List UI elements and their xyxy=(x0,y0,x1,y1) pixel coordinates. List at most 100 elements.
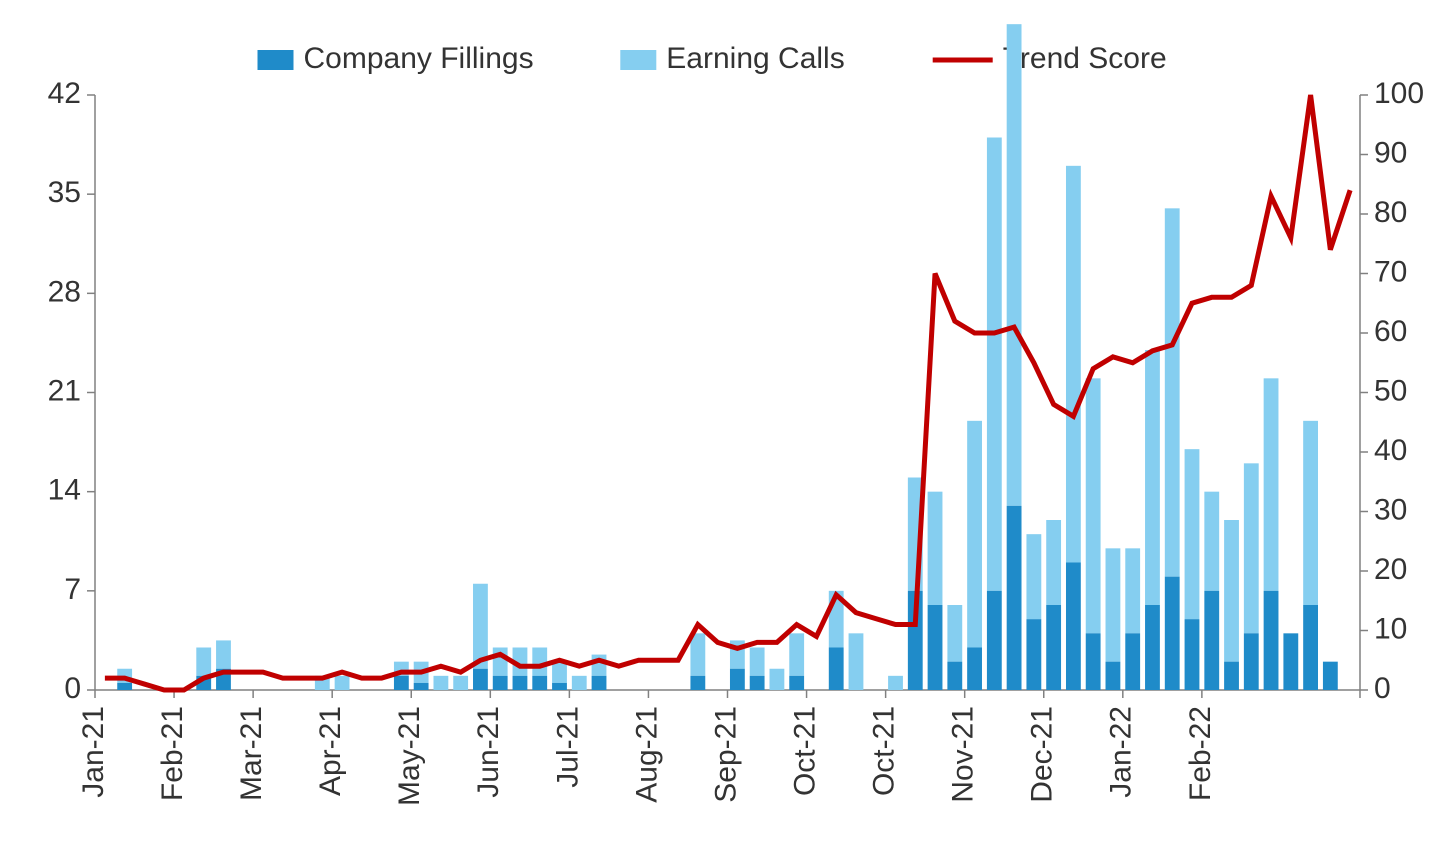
bar-earning-calls xyxy=(1224,520,1239,662)
bar-earning-calls xyxy=(1066,166,1081,563)
bar-earning-calls xyxy=(888,676,903,690)
bar-company-fillings xyxy=(947,662,962,690)
bar-earning-calls xyxy=(453,676,468,690)
bar-company-fillings xyxy=(1224,662,1239,690)
bar-company-fillings xyxy=(1046,605,1061,690)
bar-company-fillings xyxy=(1204,591,1219,690)
x-label: Mar-21 xyxy=(235,706,268,801)
bar-earning-calls xyxy=(433,676,448,690)
bar-company-fillings xyxy=(394,676,409,690)
trend-line xyxy=(105,95,1350,690)
y-right-label: 30 xyxy=(1374,493,1407,526)
bar-company-fillings xyxy=(552,683,567,690)
x-label: Apr-21 xyxy=(314,706,347,796)
bar-earning-calls xyxy=(770,669,785,690)
bar-company-fillings xyxy=(1125,633,1140,690)
y-right-label: 60 xyxy=(1374,315,1407,348)
bar-company-fillings xyxy=(829,648,844,691)
bar-earning-calls xyxy=(196,648,211,676)
y-right-label: 40 xyxy=(1374,434,1407,467)
bar-company-fillings xyxy=(1185,619,1200,690)
y-right-label: 80 xyxy=(1374,196,1407,229)
y-left-label: 14 xyxy=(48,474,81,507)
bar-earning-calls xyxy=(1086,378,1101,633)
bar-earning-calls xyxy=(335,676,350,690)
chart-svg: Company Fillings Earning Calls Trend Score… xyxy=(0,0,1445,846)
y-left-label: 42 xyxy=(48,77,81,110)
x-label: Sep-21 xyxy=(709,706,742,803)
x-label: Jan-22 xyxy=(1105,706,1138,798)
y-right-label: 10 xyxy=(1374,612,1407,645)
bar-earning-calls xyxy=(1303,421,1318,605)
bar-earning-calls xyxy=(789,633,804,676)
x-label: Nov-21 xyxy=(947,706,980,803)
bar-company-fillings xyxy=(730,669,745,690)
bar-earning-calls xyxy=(1204,492,1219,591)
y-left-label: 0 xyxy=(64,672,81,705)
y-right-label: 90 xyxy=(1374,136,1407,169)
legend-label-earning_calls: Earning Calls xyxy=(666,42,844,75)
y-right-label: 0 xyxy=(1374,672,1391,705)
bar-earning-calls xyxy=(947,605,962,662)
legend-swatch-earning_calls xyxy=(620,50,656,70)
bar-earning-calls xyxy=(750,648,765,676)
y-right-label: 70 xyxy=(1374,255,1407,288)
bar-earning-calls xyxy=(987,138,1002,591)
y-left-label: 28 xyxy=(48,275,81,308)
bar-earning-calls xyxy=(1125,548,1140,633)
bar-earning-calls xyxy=(1106,548,1121,661)
bar-company-fillings xyxy=(414,683,429,690)
bar-earning-calls xyxy=(1007,24,1022,506)
x-label: Oct-21 xyxy=(868,706,901,796)
bar-company-fillings xyxy=(473,669,488,690)
x-label: Dec-21 xyxy=(1026,706,1059,803)
x-label: Feb-22 xyxy=(1184,706,1217,801)
legend-label-company_fillings: Company Fillings xyxy=(304,42,534,75)
y-left-label: 7 xyxy=(64,573,81,606)
x-label: Jul-21 xyxy=(551,706,584,788)
bar-earning-calls xyxy=(473,584,488,669)
bar-company-fillings xyxy=(1086,633,1101,690)
bar-earning-calls xyxy=(1185,449,1200,619)
bar-earning-calls xyxy=(1264,378,1279,591)
bar-earning-calls xyxy=(1026,534,1041,619)
bars-group xyxy=(117,24,1338,690)
legend-label-trend_score: Trend Score xyxy=(1003,42,1167,75)
bar-company-fillings xyxy=(928,605,943,690)
bar-earning-calls xyxy=(849,633,864,690)
bar-company-fillings xyxy=(750,676,765,690)
bar-company-fillings xyxy=(1066,563,1081,691)
y-left-label: 21 xyxy=(48,374,81,407)
bar-company-fillings xyxy=(1323,662,1338,690)
x-label: Jun-21 xyxy=(472,706,505,798)
chart-container: Company Fillings Earning Calls Trend Score… xyxy=(0,0,1445,846)
bar-company-fillings xyxy=(1303,605,1318,690)
bar-company-fillings xyxy=(532,676,547,690)
bar-company-fillings xyxy=(117,683,132,690)
bar-earning-calls xyxy=(967,421,982,648)
x-label: Aug-21 xyxy=(630,706,663,803)
bar-company-fillings xyxy=(493,676,508,690)
bar-earning-calls xyxy=(690,633,705,676)
bar-earning-calls xyxy=(1145,350,1160,605)
bar-earning-calls xyxy=(532,648,547,676)
bar-company-fillings xyxy=(1026,619,1041,690)
bar-company-fillings xyxy=(987,591,1002,690)
legend-swatch-company_fillings xyxy=(258,50,294,70)
bar-company-fillings xyxy=(1165,577,1180,690)
bar-company-fillings xyxy=(967,648,982,691)
bar-company-fillings xyxy=(1145,605,1160,690)
bar-company-fillings xyxy=(1283,633,1298,690)
y-right-label: 100 xyxy=(1374,77,1424,110)
bar-company-fillings xyxy=(513,676,528,690)
bar-company-fillings xyxy=(1106,662,1121,690)
x-label: Oct-21 xyxy=(788,706,821,796)
bar-company-fillings xyxy=(690,676,705,690)
bar-earning-calls xyxy=(552,662,567,683)
bar-company-fillings xyxy=(789,676,804,690)
y-left-label: 35 xyxy=(48,176,81,209)
bar-earning-calls xyxy=(216,640,231,668)
bar-earning-calls xyxy=(572,676,587,690)
y-right-label: 20 xyxy=(1374,553,1407,586)
bar-earning-calls xyxy=(1165,208,1180,576)
